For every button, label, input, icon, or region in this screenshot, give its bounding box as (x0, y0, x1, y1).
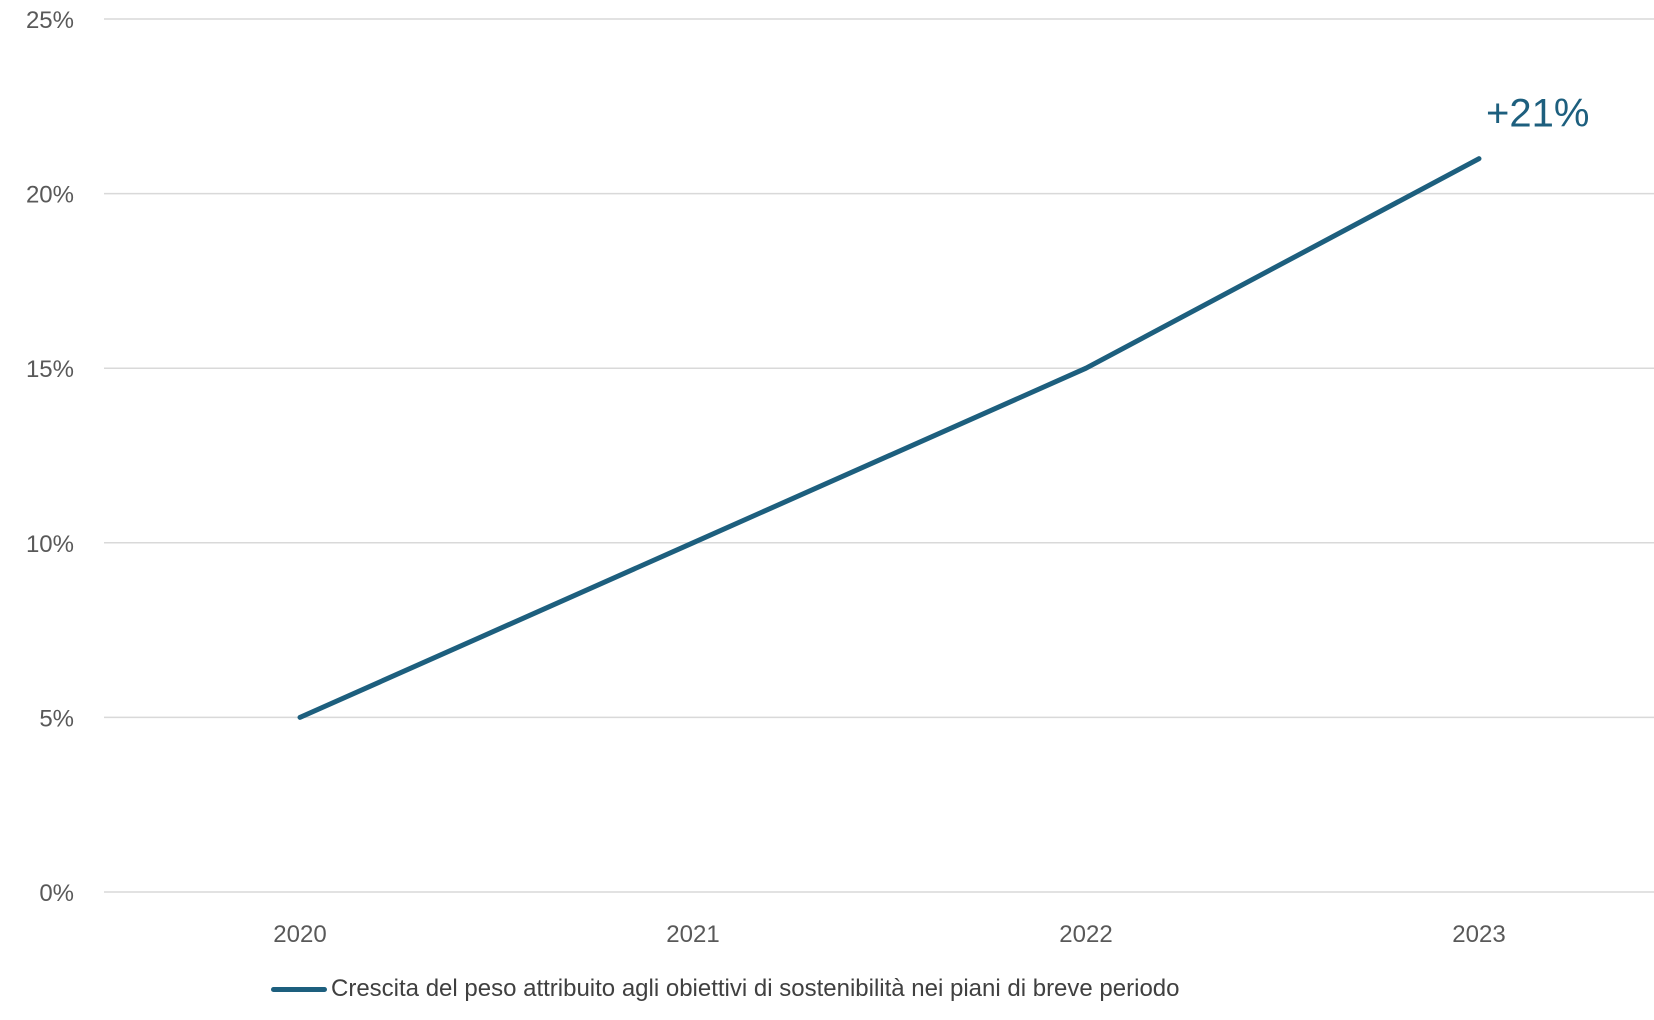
y-tick-label: 15% (26, 356, 74, 383)
y-tick-label: 5% (39, 705, 74, 732)
x-tick-label: 2020 (273, 921, 326, 948)
legend-swatch-line (271, 986, 327, 992)
series-lines (297, 156, 1482, 720)
y-tick-label: 0% (39, 880, 74, 907)
x-axis-tick-labels: 2020 2021 2022 2023 (273, 921, 1505, 948)
legend-label: Crescita del peso attribuito agli obiett… (331, 975, 1180, 1002)
y-tick-label: 20% (26, 182, 74, 209)
y-tick-label: 10% (26, 531, 74, 558)
annotations: +21% (1486, 92, 1589, 136)
y-tick-label: 25% (26, 7, 74, 34)
x-tick-label: 2022 (1059, 921, 1112, 948)
legend: Crescita del peso attribuito agli obiett… (271, 975, 1179, 1003)
gridlines (104, 18, 1654, 893)
x-tick-label: 2023 (1452, 921, 1505, 948)
series-line (297, 156, 1482, 720)
x-tick-label: 2021 (666, 921, 719, 948)
data-label-annotation: +21% (1486, 92, 1589, 136)
y-axis-tick-labels: 0% 5% 10% 15% 20% 25% (26, 7, 74, 907)
